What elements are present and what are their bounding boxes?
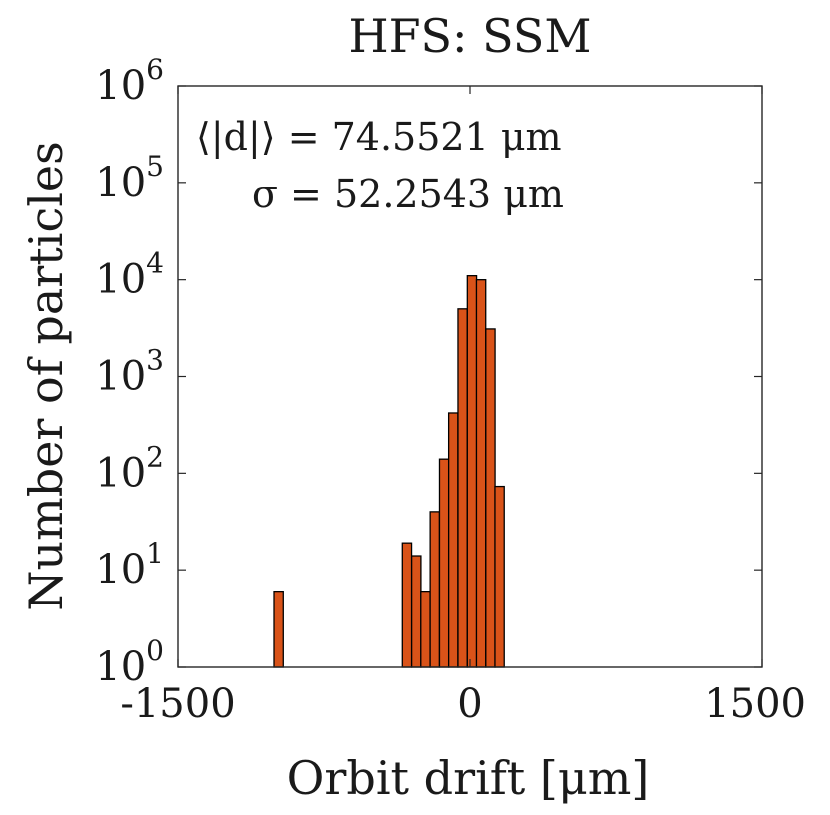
y-tick-label-3: 103 <box>95 344 164 400</box>
bar-bin-2 <box>410 555 422 668</box>
svg-text:σ = 52.2543: σ = 52.2543 μm <box>252 172 564 216</box>
y-tick-label-0: 100 <box>95 634 164 690</box>
annotation-sigma-value: 52.2543 <box>334 172 491 216</box>
bar-bin-1 <box>401 542 413 668</box>
bar-bin-9 <box>475 279 487 668</box>
bar-bin-8 <box>466 275 478 668</box>
y-tick-label-4: 104 <box>95 247 164 303</box>
svg-text:⟨|d|⟩ = 74.5521: ⟨|d|⟩ = 74.5521 μm <box>196 115 562 159</box>
bar-bin-11 <box>494 485 505 668</box>
x-tick-label-0: -1500 <box>120 681 235 727</box>
x-tick-label-2: 1500 <box>704 681 806 727</box>
annotation-mean-unit: μm <box>501 115 562 159</box>
y-tick-label-1: 101 <box>95 537 164 593</box>
bar-bin-4 <box>429 511 441 668</box>
y-tick-label-6: 106 <box>95 53 164 109</box>
x-axis: -1500 0 1500 <box>120 86 806 727</box>
annotation-mean-lhs: ⟨|d|⟩ <box>196 115 276 159</box>
bar-bin-3 <box>420 591 431 668</box>
bar-bin-6 <box>447 412 459 668</box>
bar-bin-0 <box>273 591 284 668</box>
y-axis-label: Number of particles <box>19 141 73 610</box>
annotation-sigma-lhs: σ <box>252 172 278 216</box>
bar-bin-7 <box>457 308 468 668</box>
x-axis-label: Orbit drift [μm] <box>287 751 650 805</box>
annotation-sigma-unit: μm <box>503 172 564 216</box>
annotation-mean-value: 74.5521 <box>332 115 489 159</box>
y-tick-label-2: 102 <box>95 440 164 496</box>
x-tick-label-1: 0 <box>457 681 482 727</box>
annotation-mean: ⟨|d|⟩ = 74.5521 μm <box>196 115 562 159</box>
annotation-sigma: σ = 52.2543 μm <box>252 172 564 216</box>
chart-title: HFS: SSM <box>349 9 592 63</box>
y-tick-label-5: 105 <box>95 150 164 206</box>
bar-bin-10 <box>485 328 496 668</box>
bars-group <box>273 275 505 668</box>
y-axis: 100 101 102 103 104 105 106 <box>95 53 762 690</box>
bar-bin-5 <box>438 458 450 668</box>
